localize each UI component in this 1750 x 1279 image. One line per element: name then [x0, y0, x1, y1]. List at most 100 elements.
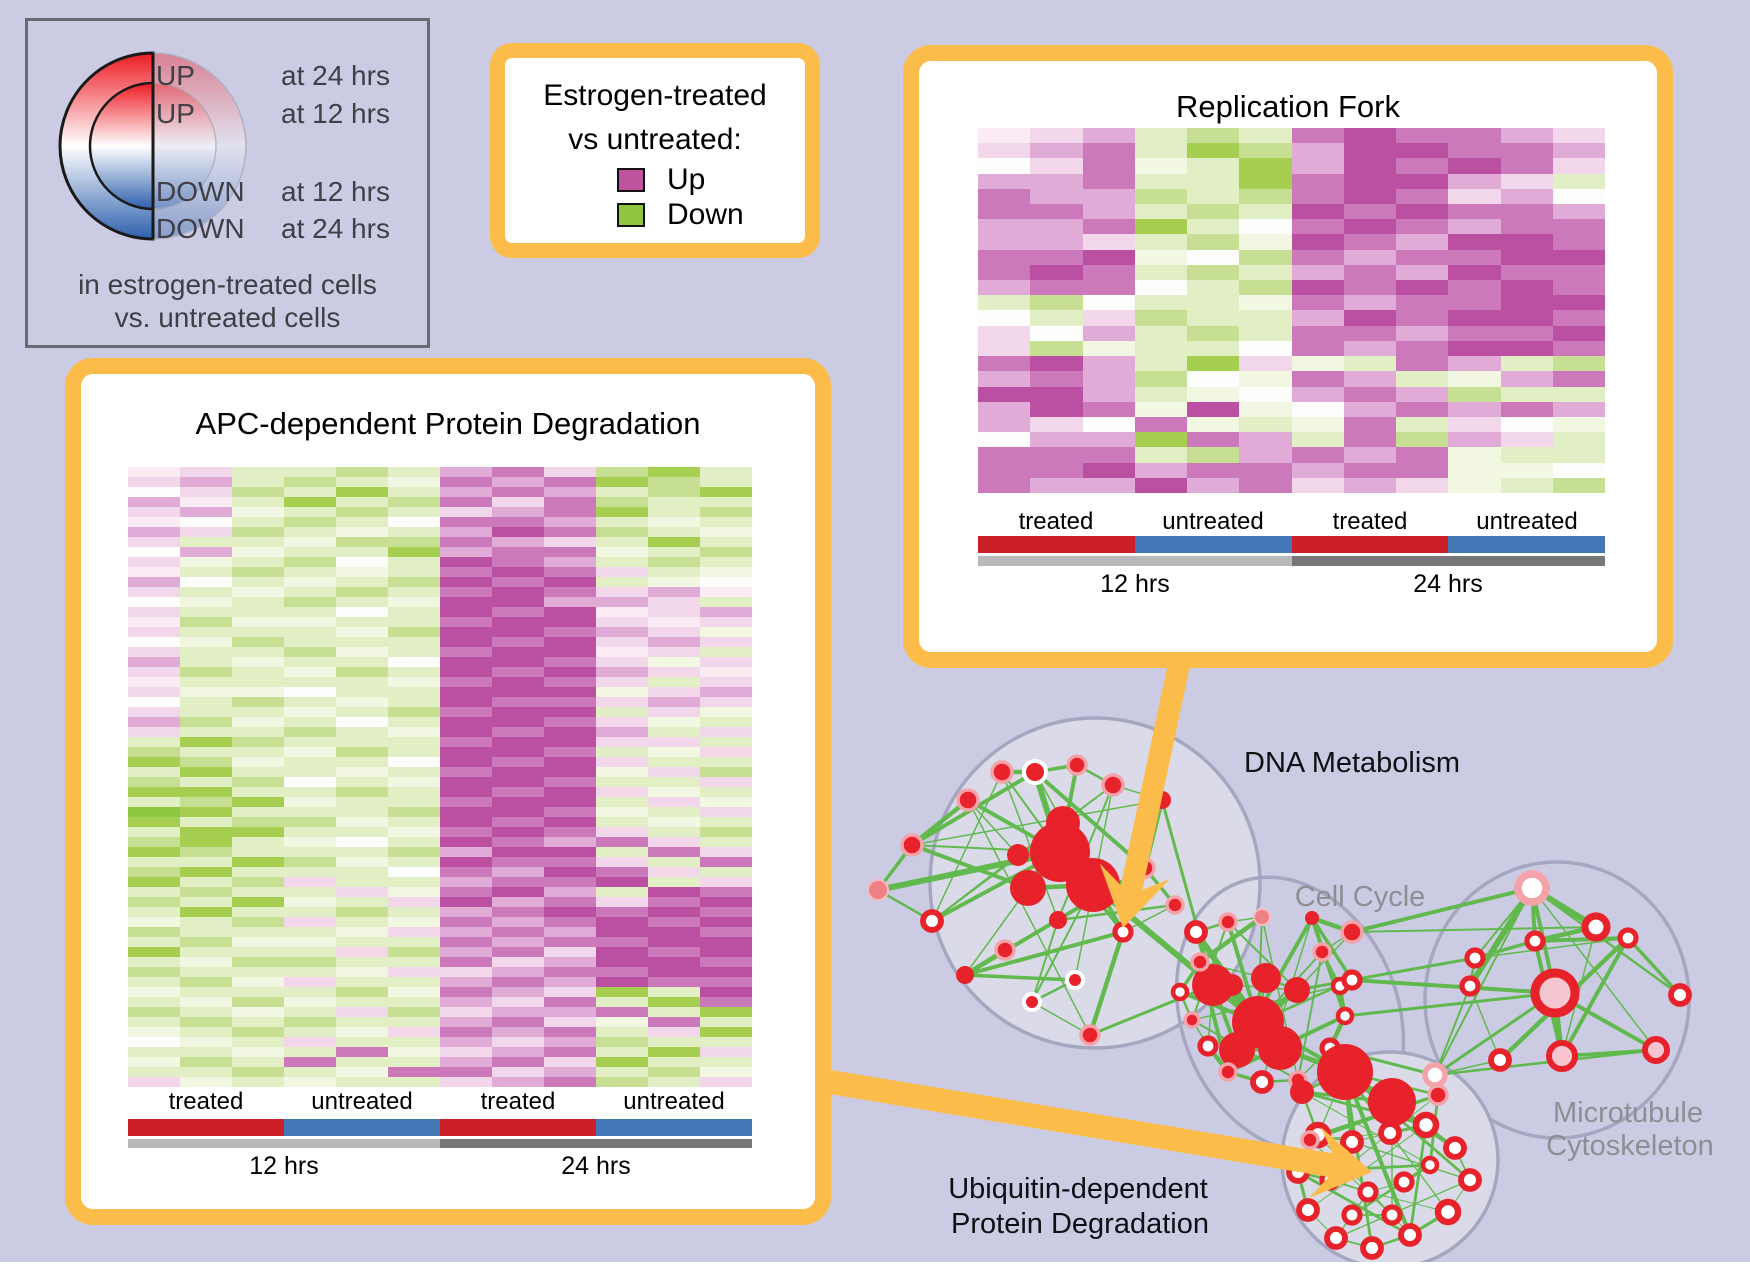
- heatmap-cell: [440, 977, 492, 987]
- heatmap-cell: [1552, 295, 1605, 311]
- heatmap-cell: [1030, 280, 1083, 296]
- heatmap-cell: [336, 997, 388, 1007]
- gene-node: [956, 788, 980, 812]
- heatmap-cell: [700, 847, 752, 857]
- heatmap-cell: [700, 727, 752, 737]
- heatmap-cell: [1134, 340, 1187, 357]
- heatmap-cell: [336, 957, 388, 967]
- heatmap-cell: [336, 1047, 388, 1057]
- heatmap-cell: [1239, 188, 1292, 205]
- heatmap-cell: [388, 707, 440, 717]
- heatmap-cell: [232, 597, 284, 607]
- heatmap-cell: [180, 1037, 232, 1047]
- heatmap-cell: [648, 947, 700, 957]
- gene-node: [1434, 1198, 1462, 1226]
- gene-node: [1312, 942, 1332, 962]
- heatmap-cell: [596, 627, 648, 637]
- heatmap-cell: [544, 767, 596, 777]
- heatmap-cell: [388, 827, 440, 837]
- heatmap-cell: [232, 687, 284, 697]
- heatmap-cell: [440, 587, 492, 597]
- heatmap-cell: [388, 927, 440, 937]
- heatmap-cell: [978, 432, 1031, 448]
- heatmap-cell: [700, 797, 752, 807]
- heatmap-cell: [596, 467, 648, 477]
- heatmap-cell: [1500, 234, 1553, 250]
- network-nodes: [867, 754, 1692, 1260]
- heatmap-cell: [648, 547, 700, 557]
- updown-rings-icon: [58, 51, 247, 241]
- heatmap-cell: [1343, 295, 1396, 311]
- heatmap-cell: [978, 280, 1031, 296]
- heatmap-cell: [440, 867, 492, 877]
- heatmap-cell: [700, 747, 752, 757]
- heatmap-cell: [978, 416, 1031, 433]
- heatmap-cell: [180, 957, 232, 967]
- heatmap-cell: [180, 947, 232, 957]
- heatmap-cell: [388, 717, 440, 727]
- heatmap-cell: [1082, 143, 1135, 159]
- heatmap-cell: [180, 637, 232, 647]
- heatmap-cell: [336, 607, 388, 617]
- heatmap-cell: [544, 1047, 596, 1057]
- replication-fork-panel: Replication Fork treated untreated treat…: [903, 45, 1673, 668]
- heatmap-cell: [1396, 447, 1449, 463]
- gene-node: [1218, 912, 1238, 932]
- heatmap-cell: [978, 386, 1031, 402]
- heatmap-cell: [1500, 295, 1553, 311]
- heatmap-cell: [388, 737, 440, 747]
- heatmap-cell: [1291, 386, 1344, 402]
- heatmap-cell: [284, 837, 336, 847]
- heatmap-cell: [544, 817, 596, 827]
- heatmap-cell: [492, 977, 544, 987]
- heatmap-cell: [978, 401, 1031, 417]
- heatmap-cell: [648, 707, 700, 717]
- heatmap-cell: [180, 527, 232, 537]
- heatmap-cell: [128, 1037, 180, 1047]
- heatmap-cell: [492, 567, 544, 577]
- heatmap-cell: [284, 1037, 336, 1047]
- heatmap-cell: [388, 907, 440, 917]
- heatmap-cell: [388, 1017, 440, 1027]
- heatmap-cell: [232, 957, 284, 967]
- heatmap-cell: [596, 1007, 648, 1017]
- heatmap-cell: [700, 697, 752, 707]
- heatmap-cell: [544, 587, 596, 597]
- heatmap-cell: [440, 607, 492, 617]
- gene-node: [1412, 1111, 1440, 1139]
- heatmap-cell: [492, 517, 544, 527]
- heatmap-cell: [128, 837, 180, 847]
- heatmap-cell: [492, 957, 544, 967]
- heatmap-cell: [544, 717, 596, 727]
- heatmap-cell: [544, 1067, 596, 1077]
- heatmap-cell: [180, 677, 232, 687]
- heatmap-cell: [336, 517, 388, 527]
- heatmap-cell: [596, 497, 648, 507]
- heatmap-cell: [700, 467, 752, 477]
- heatmap-cell: [1396, 264, 1449, 281]
- heatmap-cell: [336, 877, 388, 887]
- heatmap-cell: [700, 937, 752, 947]
- heatmap-cell: [440, 947, 492, 957]
- heatmap-cell: [128, 587, 180, 597]
- gene-node: [1459, 975, 1481, 997]
- cluster-label: Microtubule: [1553, 1097, 1703, 1129]
- heatmap-cell: [492, 497, 544, 507]
- heatmap-cell: [284, 557, 336, 567]
- heatmap-cell: [336, 467, 388, 477]
- apc-degradation-heatmap: [128, 467, 752, 1087]
- heatmap-cell: [232, 1047, 284, 1057]
- heatmap-cell: [180, 997, 232, 1007]
- heatmap-cell: [180, 1017, 232, 1027]
- heatmap-cell: [544, 477, 596, 487]
- heatmap-cell: [1396, 204, 1449, 220]
- heatmap-cell: [648, 997, 700, 1007]
- heatmap-cell: [388, 497, 440, 507]
- heatmap-cell: [1448, 204, 1501, 220]
- heatmap-cell: [492, 767, 544, 777]
- heatmap-cell: [596, 557, 648, 567]
- heatmap-cell: [978, 447, 1031, 463]
- heatmap-cell: [232, 517, 284, 527]
- heatmap-cell: [1552, 325, 1605, 341]
- heatmap-cell: [596, 757, 648, 767]
